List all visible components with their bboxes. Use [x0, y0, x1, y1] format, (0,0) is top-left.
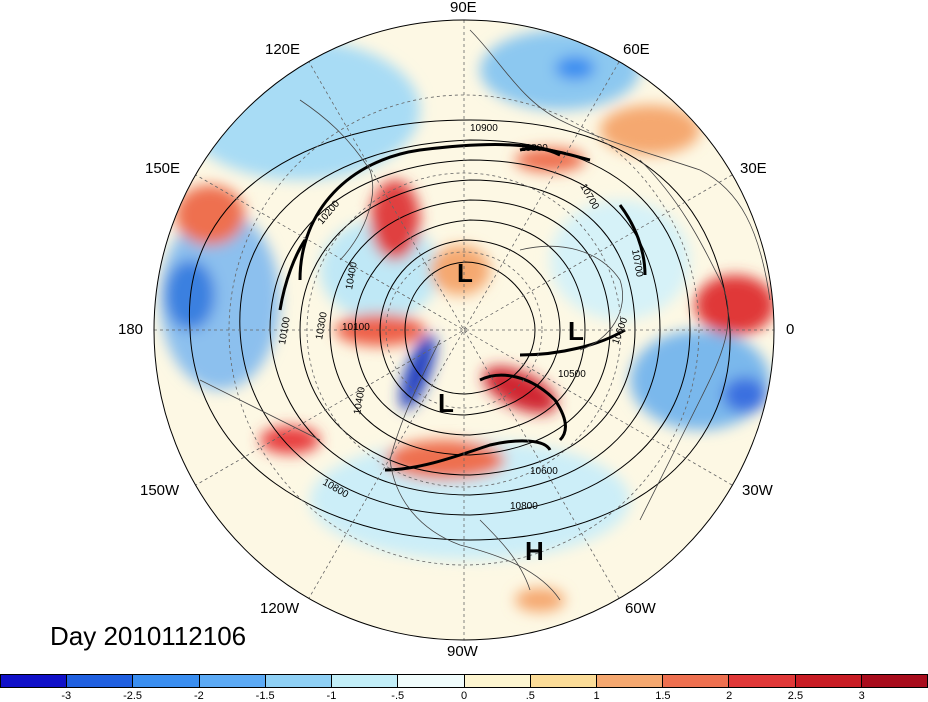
longitude-label: 90W — [447, 643, 478, 660]
longitude-label: 120W — [260, 600, 300, 617]
low-pressure-label: L — [457, 258, 473, 288]
high-pressure-label: H — [525, 536, 544, 566]
polar-stereographic-map: 10900 10800 10700 10700 10600 10500 1060… — [153, 19, 775, 641]
contour-label: 10100 — [342, 322, 370, 333]
longitude-label: 120E — [265, 41, 301, 58]
longitude-label: 30E — [740, 160, 767, 177]
contour-label: 10700 — [629, 249, 645, 279]
colorbar-tick-label: -2.5 — [123, 690, 143, 702]
colorbar — [0, 674, 928, 688]
colorbar-cell — [398, 675, 465, 687]
graticule — [154, 20, 774, 640]
height-contours — [188, 119, 731, 541]
map-boundary — [153, 19, 775, 641]
contour-label: 10400 — [352, 386, 368, 416]
low-pressure-label: L — [568, 316, 584, 346]
date-label: Day 2010112106 — [50, 621, 247, 651]
colorbar-tick-label: 3 — [858, 690, 865, 702]
colorbar-tick-label: 0 — [460, 690, 468, 702]
contour-label: 10300 — [314, 311, 330, 341]
colorbar-cell — [729, 675, 796, 687]
colorbar-cell — [861, 675, 928, 687]
contour-label: 10900 — [470, 123, 498, 134]
colorbar-tick-label: -1 — [326, 690, 337, 702]
colorbar-cell — [663, 675, 730, 687]
colorbar-cell — [530, 675, 597, 687]
colorbar-cell — [67, 675, 134, 687]
coastlines — [199, 29, 771, 601]
longitude-label: 150E — [145, 160, 181, 177]
colorbar-cell — [795, 675, 862, 687]
contour-label: 10800 — [510, 501, 538, 512]
colorbar-tick-label: -2 — [193, 690, 204, 702]
colorbar-tick-label: 1 — [593, 690, 600, 702]
colorbar-tick-label: -3 — [61, 690, 72, 702]
longitude-label: 60E — [623, 41, 650, 58]
colorbar-cell — [265, 675, 333, 687]
colorbar-tick-label: -.5 — [391, 690, 405, 702]
colorbar-cell — [133, 675, 200, 687]
colorbar-cell — [1, 675, 68, 687]
colorbar-tick-label: 2 — [726, 690, 733, 702]
longitude-label: 60W — [625, 600, 656, 617]
colorbar-tick-label: .5 — [525, 690, 535, 702]
longitude-label: 30W — [742, 482, 773, 499]
colorbar-labels: -3 -2.5 -2 -1.5 -1 -.5 0 .5 1 1.5 2 2.5 3 — [0, 690, 928, 702]
contour-label: 10500 — [558, 369, 586, 380]
colorbar-cell — [596, 675, 664, 687]
colorbar-cell — [199, 675, 266, 687]
anomaly-shading — [154, 20, 774, 640]
colorbar-tick-label: 1.5 — [655, 690, 671, 702]
pressure-center-group: L L L H — [438, 258, 584, 566]
contour-label: 10100 — [277, 316, 293, 346]
colorbar-tick-label: 2.5 — [787, 690, 804, 702]
longitude-label: 90E — [450, 0, 477, 16]
longitude-label: 0 — [786, 321, 795, 338]
contour-label: 10800 — [520, 143, 548, 154]
longitude-label: 150W — [140, 482, 180, 499]
colorbar-tick-label: -1.5 — [255, 690, 275, 702]
contour-label: 10600 — [530, 466, 558, 477]
contour-label: 10400 — [344, 261, 360, 291]
colorbar-cell — [464, 675, 531, 687]
low-pressure-label: L — [438, 388, 454, 418]
longitude-label: 180 — [118, 321, 144, 338]
colorbar-cell — [332, 675, 399, 687]
